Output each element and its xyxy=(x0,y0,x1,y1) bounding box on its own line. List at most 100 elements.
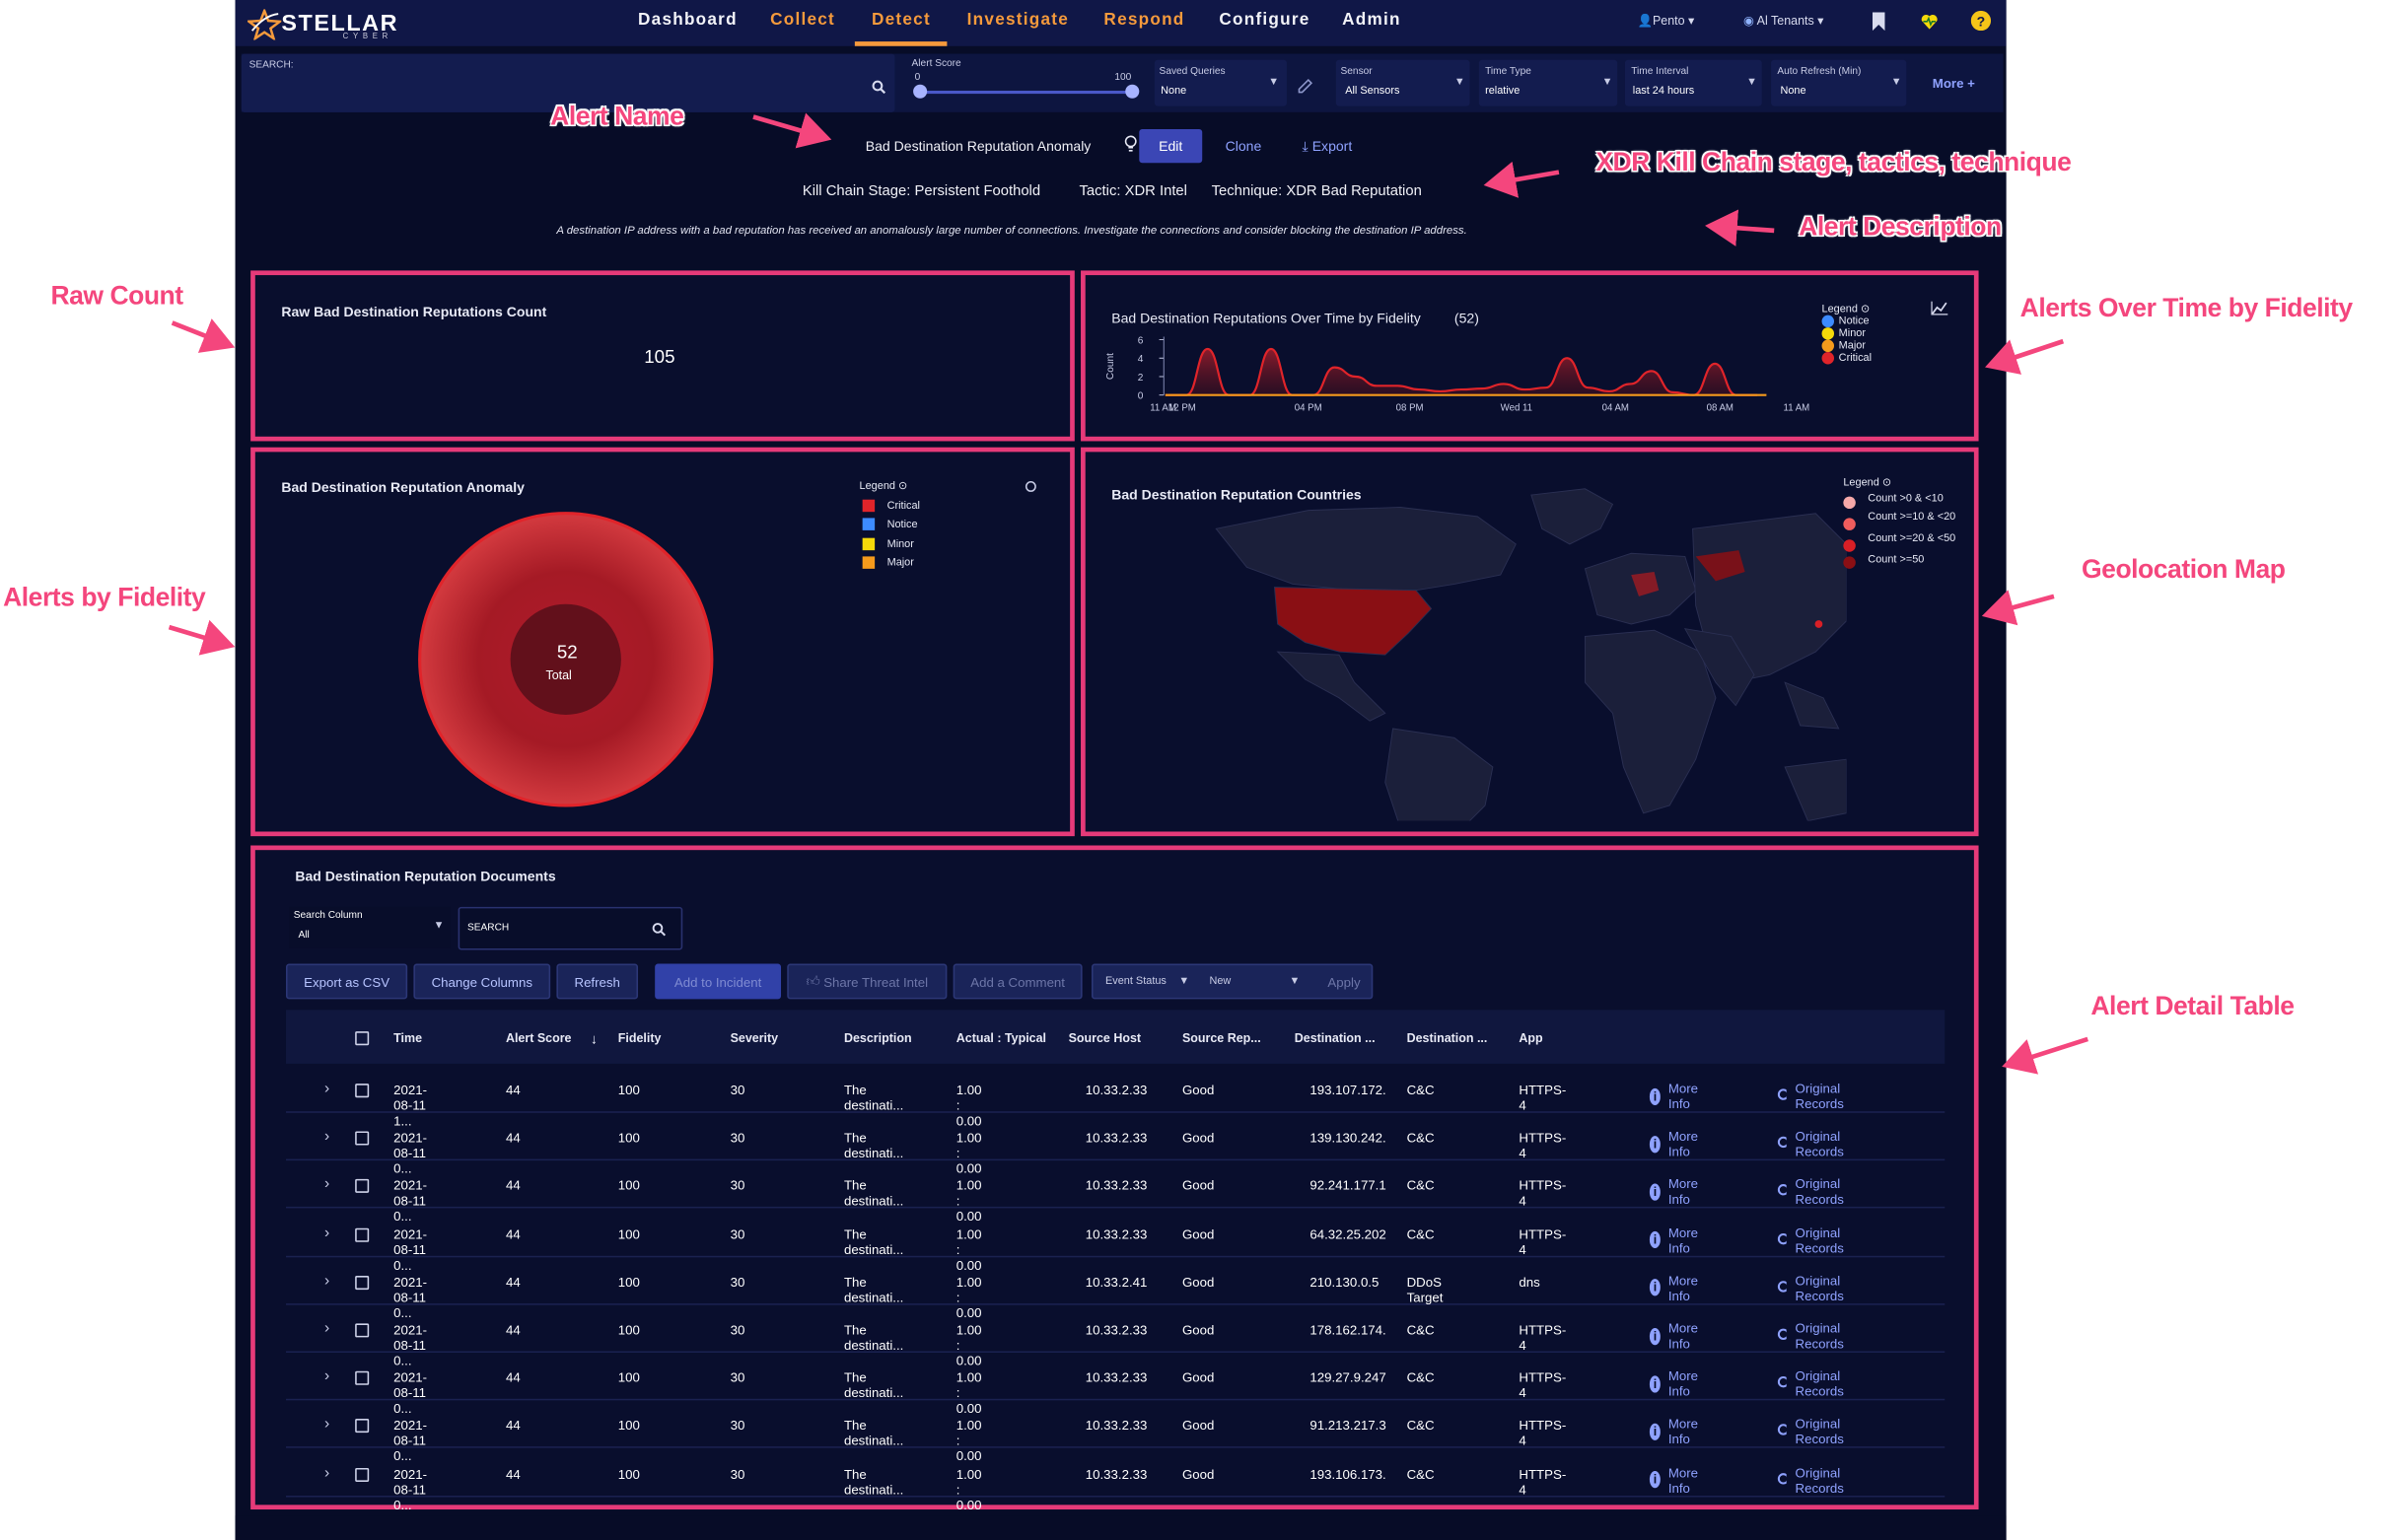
legend-item[interactable]: Major xyxy=(1821,339,1873,353)
event-status-label[interactable]: Event Status xyxy=(1104,976,1167,987)
row-checkbox[interactable] xyxy=(355,1419,370,1434)
col-app[interactable]: App xyxy=(1519,1031,1543,1046)
table-row[interactable] xyxy=(285,1305,1946,1354)
expand-row-chevron-icon[interactable]: › xyxy=(323,1224,330,1242)
row-checkbox[interactable] xyxy=(355,1084,370,1098)
export-csv-button[interactable]: Export as CSV xyxy=(285,963,408,1000)
slider-min-handle[interactable] xyxy=(913,84,928,99)
more-info-link[interactable]: i More Info xyxy=(1649,1129,1704,1159)
add-comment-button[interactable]: Add a Comment xyxy=(953,963,1083,1000)
export-button[interactable]: ⤓ Export xyxy=(1303,138,1353,155)
legend-item[interactable]: Minor xyxy=(1821,327,1873,340)
more-info-link[interactable]: i More Info xyxy=(1649,1225,1704,1255)
col-alert-score[interactable]: Alert Score xyxy=(505,1031,572,1046)
legend-item[interactable]: Critical xyxy=(1821,352,1872,365)
documents-search-input[interactable]: SEARCH xyxy=(458,906,683,950)
nav-dashboard[interactable]: Dashboard xyxy=(638,10,738,30)
select-all-checkbox[interactable] xyxy=(355,1031,370,1046)
more-info-link[interactable]: i More Info xyxy=(1649,1176,1704,1208)
table-row[interactable] xyxy=(285,1209,1946,1257)
original-records-link[interactable]: Original Records xyxy=(1777,1081,1850,1111)
stellar-cyber-logo[interactable]: STELLAR CYBER xyxy=(248,8,398,41)
expand-row-chevron-icon[interactable]: › xyxy=(323,1176,330,1194)
col-actual-typical[interactable]: Actual : Typical xyxy=(955,1031,1047,1046)
user-menu[interactable]: 👤Pento ▾ xyxy=(1637,14,1694,28)
table-row[interactable] xyxy=(285,1257,1946,1305)
nav-detect[interactable]: Detect xyxy=(872,10,931,30)
search-icon[interactable] xyxy=(872,80,886,95)
chart-toggle-icon[interactable] xyxy=(1931,301,1948,315)
chevron-down-icon[interactable]: ▼ xyxy=(1178,976,1190,987)
nav-configure[interactable]: Configure xyxy=(1219,10,1310,30)
original-records-link[interactable]: Original Records xyxy=(1777,1225,1850,1255)
col-source-rep[interactable]: Source Rep... xyxy=(1181,1031,1261,1046)
slider-max-handle[interactable] xyxy=(1125,84,1140,99)
table-row[interactable] xyxy=(285,1401,1946,1449)
search-column-select[interactable]: Search Column All ▼ xyxy=(289,906,451,948)
legend-item[interactable]: Count >0 & <10 xyxy=(1843,493,1959,510)
edit-query-icon[interactable] xyxy=(1298,78,1313,95)
sensor-select[interactable]: Sensor All Sensors ▼ xyxy=(1335,59,1470,106)
more-info-link[interactable]: i More Info xyxy=(1649,1464,1704,1495)
health-heart-icon[interactable] xyxy=(1920,12,1939,31)
legend-item[interactable]: Count >=20 & <50 xyxy=(1843,533,1959,552)
original-records-link[interactable]: Original Records xyxy=(1777,1464,1850,1495)
apply-button[interactable]: Apply xyxy=(1327,973,1361,990)
legend-item[interactable]: Count >=10 & <20 xyxy=(1843,512,1959,530)
expand-row-chevron-icon[interactable]: › xyxy=(323,1464,330,1482)
edit-button[interactable]: Edit xyxy=(1139,128,1203,164)
row-checkbox[interactable] xyxy=(355,1179,370,1194)
col-time[interactable]: Time xyxy=(393,1031,423,1046)
row-checkbox[interactable] xyxy=(355,1323,370,1338)
more-info-link[interactable]: i More Info xyxy=(1649,1081,1704,1111)
row-checkbox[interactable] xyxy=(355,1227,370,1242)
bookmark-icon[interactable] xyxy=(1871,12,1886,32)
more-info-link[interactable]: i More Info xyxy=(1649,1320,1704,1351)
original-records-link[interactable]: Original Records xyxy=(1777,1129,1850,1159)
row-checkbox[interactable] xyxy=(355,1467,370,1482)
legend-item[interactable]: Minor xyxy=(860,535,920,554)
world-map[interactable] xyxy=(1124,483,1847,821)
nav-admin[interactable]: Admin xyxy=(1342,10,1401,30)
add-to-incident-button[interactable]: Add to Incident xyxy=(655,963,782,1000)
search-icon[interactable] xyxy=(652,922,667,937)
help-icon[interactable]: ? xyxy=(1970,10,1992,32)
col-destination-ip[interactable]: Destination ... xyxy=(1294,1031,1376,1046)
search-input[interactable]: SEARCH: xyxy=(241,53,895,112)
time-interval-select[interactable]: Time Interval last 24 hours ▼ xyxy=(1624,59,1762,106)
original-records-link[interactable]: Original Records xyxy=(1777,1417,1850,1447)
more-filters-button[interactable]: More + xyxy=(1932,75,1975,91)
lightbulb-icon[interactable] xyxy=(1124,135,1138,154)
clone-button[interactable]: Clone xyxy=(1225,138,1262,154)
more-info-link[interactable]: i More Info xyxy=(1649,1368,1704,1399)
legend-item[interactable]: Notice xyxy=(1821,315,1873,328)
expand-row-chevron-icon[interactable]: › xyxy=(323,1128,330,1146)
nav-investigate[interactable]: Investigate xyxy=(966,10,1069,30)
legend-item[interactable]: Major xyxy=(860,555,920,574)
expand-row-chevron-icon[interactable]: › xyxy=(323,1367,330,1386)
event-status-value[interactable]: New xyxy=(1209,976,1232,987)
expand-row-chevron-icon[interactable]: › xyxy=(323,1081,330,1098)
row-checkbox[interactable] xyxy=(355,1275,370,1290)
share-threat-intel-button[interactable]: 👍︎ Share Threat Intel xyxy=(787,963,948,1000)
more-info-link[interactable]: i More Info xyxy=(1649,1417,1704,1447)
original-records-link[interactable]: Original Records xyxy=(1777,1176,1850,1208)
table-row[interactable] xyxy=(285,1113,1946,1161)
row-checkbox[interactable] xyxy=(355,1131,370,1146)
fidelity-donut-chart[interactable] xyxy=(415,509,717,810)
col-fidelity[interactable]: Fidelity xyxy=(617,1031,662,1046)
refresh-button[interactable]: Refresh xyxy=(556,963,639,1000)
table-row[interactable] xyxy=(285,1449,1946,1497)
settings-circle-icon[interactable] xyxy=(1024,479,1037,493)
alert-score-slider[interactable]: Alert Score 0 100 xyxy=(902,54,1148,112)
saved-queries-select[interactable]: Saved Queries None ▼ xyxy=(1154,59,1287,106)
table-row[interactable] xyxy=(285,1353,1946,1401)
expand-row-chevron-icon[interactable]: › xyxy=(323,1416,330,1434)
col-severity[interactable]: Severity xyxy=(730,1031,779,1046)
table-row[interactable] xyxy=(285,1065,1946,1113)
table-row[interactable] xyxy=(285,1161,1946,1210)
col-destination-rep[interactable]: Destination ... xyxy=(1406,1031,1488,1046)
tenant-menu[interactable]: ◉ Al Tenants ▾ xyxy=(1743,14,1823,28)
original-records-link[interactable]: Original Records xyxy=(1777,1368,1850,1399)
legend-item[interactable]: Notice xyxy=(860,517,920,535)
